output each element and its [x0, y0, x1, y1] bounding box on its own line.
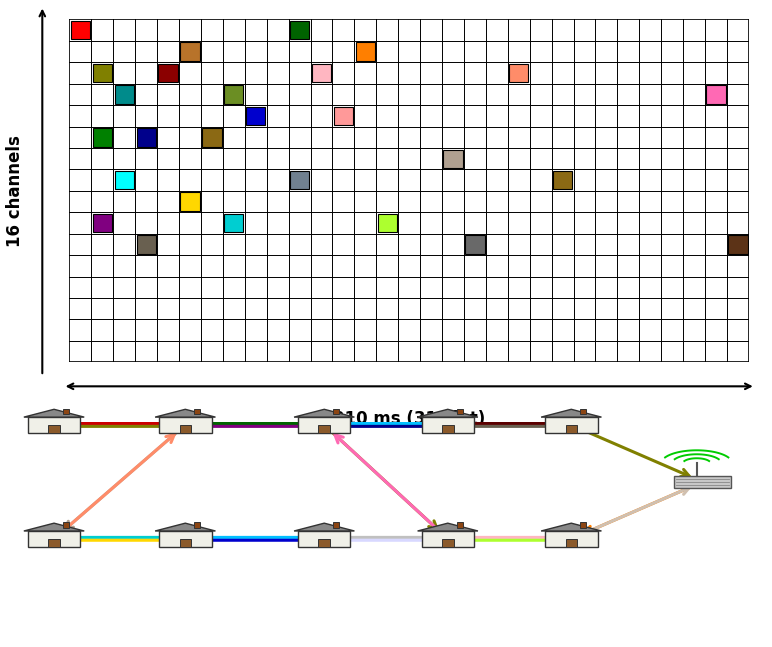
- Polygon shape: [24, 523, 84, 531]
- Bar: [49, 538, 59, 547]
- Bar: [443, 149, 462, 168]
- Bar: [63, 522, 69, 528]
- Bar: [28, 417, 80, 433]
- Bar: [356, 42, 375, 61]
- Text: 16 channels: 16 channels: [6, 135, 24, 247]
- Bar: [581, 408, 586, 414]
- Bar: [224, 214, 243, 232]
- Bar: [553, 171, 572, 190]
- Polygon shape: [418, 410, 478, 417]
- Polygon shape: [155, 410, 215, 417]
- Bar: [159, 417, 212, 433]
- Bar: [334, 107, 353, 125]
- Bar: [442, 424, 453, 433]
- Bar: [180, 424, 191, 433]
- Polygon shape: [418, 523, 478, 531]
- Bar: [334, 408, 339, 414]
- Bar: [202, 128, 222, 146]
- Bar: [158, 64, 178, 82]
- Bar: [290, 171, 310, 190]
- Bar: [673, 476, 732, 488]
- Bar: [545, 531, 598, 547]
- Bar: [93, 64, 112, 82]
- Bar: [319, 424, 330, 433]
- Bar: [137, 236, 156, 254]
- Bar: [334, 522, 339, 528]
- Bar: [246, 107, 266, 125]
- Bar: [566, 538, 577, 547]
- Bar: [63, 408, 69, 414]
- Bar: [195, 522, 200, 528]
- Bar: [728, 236, 747, 254]
- Bar: [545, 417, 598, 433]
- Bar: [442, 538, 453, 547]
- Polygon shape: [24, 410, 84, 417]
- Bar: [298, 531, 350, 547]
- Bar: [137, 128, 156, 146]
- Bar: [181, 42, 200, 61]
- Bar: [28, 531, 80, 547]
- Bar: [378, 214, 397, 232]
- Bar: [312, 64, 331, 82]
- Bar: [71, 21, 90, 39]
- Polygon shape: [155, 523, 215, 531]
- Bar: [93, 214, 112, 232]
- Polygon shape: [541, 410, 601, 417]
- Bar: [290, 21, 310, 39]
- Bar: [181, 192, 200, 211]
- Bar: [114, 171, 134, 190]
- Bar: [422, 417, 474, 433]
- Bar: [466, 236, 485, 254]
- Text: 310 ms (31 slot): 310 ms (31 slot): [333, 410, 486, 428]
- Bar: [566, 424, 577, 433]
- Bar: [195, 408, 200, 414]
- Polygon shape: [541, 523, 601, 531]
- Polygon shape: [294, 523, 354, 531]
- Polygon shape: [294, 410, 354, 417]
- Bar: [93, 128, 112, 146]
- Bar: [422, 531, 474, 547]
- Bar: [457, 408, 462, 414]
- Bar: [114, 85, 134, 104]
- Bar: [457, 522, 462, 528]
- Bar: [298, 417, 350, 433]
- Bar: [319, 538, 330, 547]
- Bar: [159, 531, 212, 547]
- Bar: [706, 85, 726, 104]
- Bar: [509, 64, 528, 82]
- Bar: [49, 424, 59, 433]
- Bar: [224, 85, 243, 104]
- Bar: [180, 538, 191, 547]
- Bar: [581, 522, 586, 528]
